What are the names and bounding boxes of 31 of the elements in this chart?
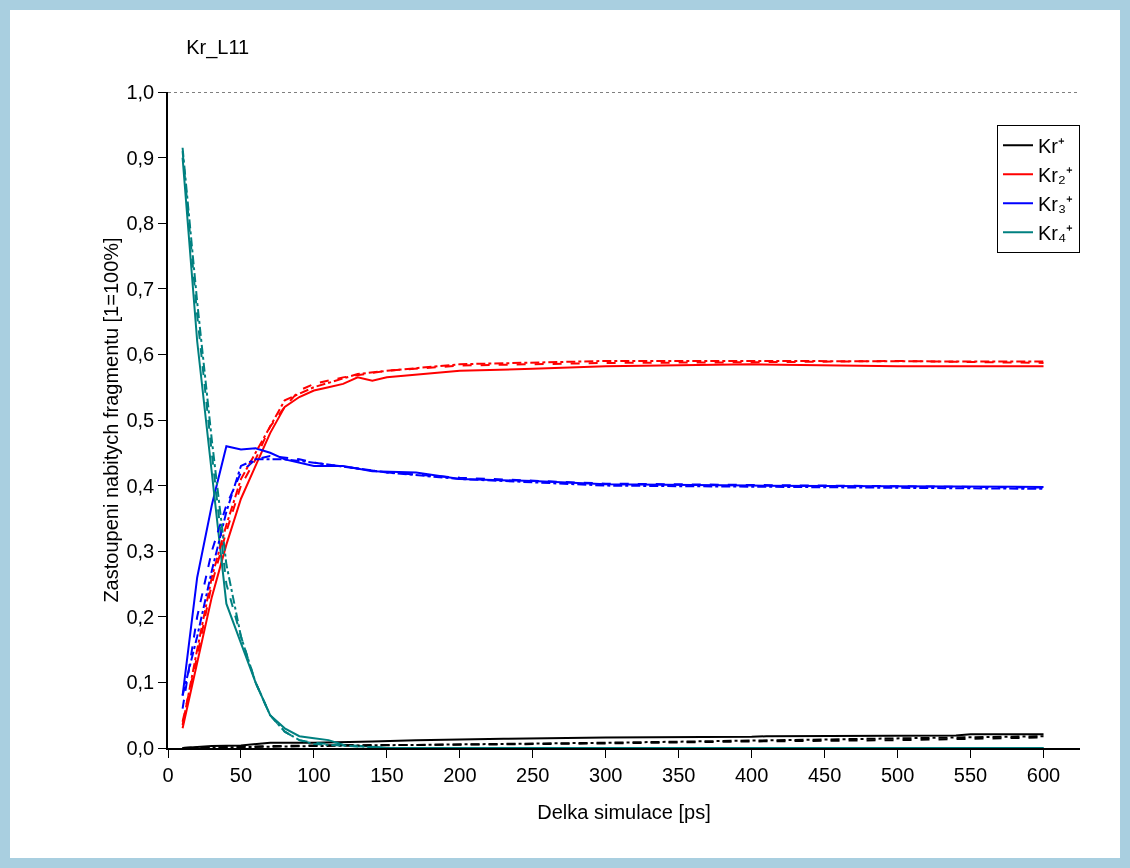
x-tick-label: 150: [370, 763, 404, 786]
x-tick-label: 450: [807, 763, 842, 786]
x-axis-title: Delka simulace [ps]: [537, 800, 711, 823]
x-tick-label: 50: [229, 763, 253, 786]
y-tick-label: 0,3: [126, 540, 155, 563]
legend-label: Kr₂⁺: [1038, 164, 1073, 187]
x-tick-label: 500: [880, 763, 915, 786]
y-tick-label: 0,9: [126, 146, 155, 169]
x-tick-label: 350: [662, 763, 696, 786]
chart-title: Kr_L11: [186, 35, 250, 59]
y-tick-label: 1,0: [126, 81, 155, 103]
y-tick-label: 0,2: [126, 605, 155, 628]
x-tick-label: 600: [1026, 763, 1061, 786]
y-tick-label: 0,6: [126, 343, 155, 366]
y-tick-label: 0,0: [126, 737, 155, 759]
x-tick-label: 400: [734, 763, 769, 786]
x-tick-label: 250: [516, 763, 550, 786]
y-tick-label: 0,1: [126, 671, 155, 694]
legend-label: Kr⁺: [1038, 135, 1065, 158]
legend-label: Kr₄⁺: [1038, 222, 1074, 245]
x-tick-label: 200: [443, 763, 477, 786]
y-tick-label: 0,8: [126, 212, 155, 235]
y-tick-label: 0,5: [126, 409, 155, 431]
y-tick-label: 0,7: [126, 277, 155, 300]
y-tick-label: 0,4: [126, 474, 155, 497]
x-tick-label: 100: [297, 763, 331, 786]
x-tick-label: 300: [589, 763, 623, 786]
legend-label: Kr₃⁺: [1038, 193, 1074, 216]
x-tick-label: 0: [162, 763, 174, 786]
y-axis-title: Zastoupeni nabitych fragmentu [1=100%]: [99, 237, 122, 603]
x-tick-label: 550: [953, 763, 988, 786]
